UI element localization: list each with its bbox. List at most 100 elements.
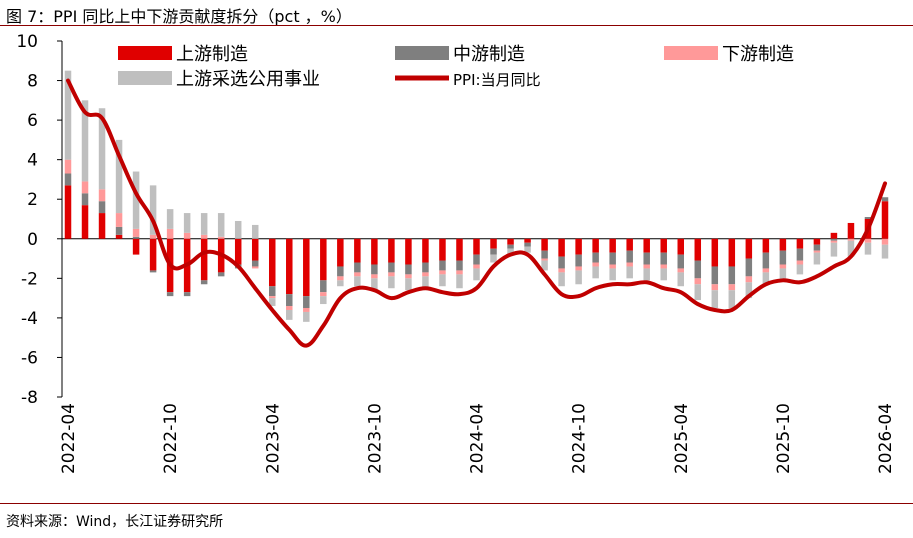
bar-upstream-mining-utilities (405, 278, 412, 291)
bar-downstream-mfg (473, 264, 480, 269)
bar-midstream-mfg (609, 252, 616, 265)
bar-downstream-mfg (796, 260, 804, 265)
bar-upstream-mining-utilities (507, 248, 514, 255)
bar-upstream-mining-utilities (269, 298, 276, 307)
bar-upstream-mfg (473, 238, 480, 255)
bars-group (64, 70, 889, 322)
bar-upstream-mining-utilities (643, 268, 650, 281)
bar-downstream-mfg (456, 270, 463, 275)
bar-upstream-mfg (337, 238, 344, 267)
bar-upstream-mfg (251, 238, 259, 261)
bar-upstream-mining-utilities (813, 252, 821, 265)
bar-upstream-mining-utilities (541, 260, 548, 271)
source-note: 资料来源：Wind，长江证券研究所 (6, 514, 224, 530)
bar-downstream-mfg (660, 264, 667, 269)
y-tick-label: -8 (21, 388, 38, 408)
bar-upstream-mfg (762, 238, 770, 253)
bar-downstream-mfg (200, 234, 208, 239)
bar-downstream-mfg (847, 238, 855, 241)
bar-upstream-mining-utilities (439, 274, 446, 287)
bar-downstream-mfg (694, 278, 702, 285)
bar-upstream-mfg (847, 222, 855, 239)
bar-upstream-mining-utilities (98, 108, 106, 190)
bar-midstream-mfg (251, 260, 259, 267)
bar-downstream-mfg (558, 268, 565, 273)
bar-upstream-mfg (626, 238, 633, 251)
title-rule (0, 25, 913, 26)
bar-upstream-mfg (132, 238, 140, 255)
bar-downstream-mfg (269, 296, 276, 299)
bar-downstream-mfg (217, 236, 225, 239)
bar-downstream-mfg (575, 266, 582, 271)
bar-upstream-mfg (81, 205, 89, 239)
x-tick-label: 2025-10 (774, 403, 794, 474)
bar-downstream-mfg (183, 232, 191, 239)
bar-upstream-mfg (64, 185, 72, 239)
bar-downstream-mfg (303, 308, 310, 312)
legend-upstream-mining-utilities-label: 上游采选公用事业 (176, 69, 320, 90)
bar-downstream-mfg (711, 284, 719, 291)
bar-upstream-mfg (490, 238, 497, 249)
bar-upstream-mining-utilities (745, 282, 753, 299)
y-tick-label: -6 (21, 348, 38, 368)
bar-upstream-mining-utilities (830, 242, 838, 257)
bar-midstream-mfg (711, 266, 719, 285)
bar-upstream-mfg (677, 238, 684, 255)
bar-downstream-mfg (149, 234, 157, 239)
legend-upstream-mfg-label: 上游制造 (176, 44, 248, 65)
bar-upstream-mfg (149, 238, 157, 271)
bar-downstream-mfg (881, 238, 889, 245)
bar-midstream-mfg (473, 254, 480, 265)
bar-midstream-mfg (813, 244, 821, 251)
bar-upstream-mining-utilities (320, 296, 327, 305)
bar-downstream-mfg (541, 258, 548, 261)
bar-upstream-mfg (286, 238, 293, 295)
bar-upstream-mfg (728, 238, 736, 267)
bar-upstream-mining-utilities (166, 209, 174, 229)
bar-upstream-mining-utilities (711, 290, 719, 308)
y-tick-label: 2 (27, 190, 38, 210)
bar-midstream-mfg (864, 217, 872, 219)
bar-upstream-mfg (456, 238, 463, 261)
bar-midstream-mfg (166, 292, 174, 297)
bar-upstream-mining-utilities (473, 268, 480, 281)
bar-upstream-mining-utilities (132, 171, 140, 229)
bar-downstream-mfg (643, 264, 650, 269)
bar-upstream-mining-utilities (864, 242, 872, 255)
bar-midstream-mfg (507, 244, 514, 249)
bar-downstream-mfg (864, 238, 872, 243)
bar-upstream-mining-utilities (456, 274, 463, 289)
bar-upstream-mfg (558, 238, 565, 257)
bar-midstream-mfg (132, 236, 140, 239)
bar-midstream-mfg (388, 262, 395, 273)
bar-upstream-mfg (98, 213, 106, 239)
legend-ppi-yoy-label: PPI:当月同比 (453, 71, 541, 89)
bar-upstream-mining-utilities (234, 220, 242, 239)
bar-downstream-mfg (626, 262, 633, 267)
bar-midstream-mfg (286, 294, 293, 307)
y-tick-label: 8 (27, 72, 38, 92)
bar-downstream-mfg (813, 250, 821, 253)
bar-midstream-mfg (762, 252, 770, 269)
bar-upstream-mining-utilities (847, 240, 855, 257)
source-rule (0, 503, 913, 504)
bar-upstream-mining-utilities (422, 276, 429, 289)
y-tick-label: 4 (27, 151, 38, 171)
bar-upstream-mining-utilities (609, 268, 616, 281)
bar-upstream-mining-utilities (337, 280, 344, 287)
bar-downstream-mfg (98, 189, 106, 202)
bar-upstream-mining-utilities (388, 276, 395, 289)
y-tick-label: 0 (27, 230, 38, 250)
bar-upstream-mining-utilities (524, 246, 531, 253)
bar-midstream-mfg (269, 286, 276, 297)
bar-midstream-mfg (303, 296, 310, 308)
bar-upstream-mining-utilities (779, 268, 787, 281)
bar-downstream-mfg (728, 284, 736, 291)
x-tick-label: 2026-04 (876, 403, 896, 474)
bar-midstream-mfg (677, 254, 684, 269)
bar-downstream-mfg (779, 264, 787, 269)
bar-midstream-mfg (796, 248, 804, 261)
bar-upstream-mining-utilities (881, 244, 889, 259)
bar-downstream-mfg (115, 213, 123, 227)
